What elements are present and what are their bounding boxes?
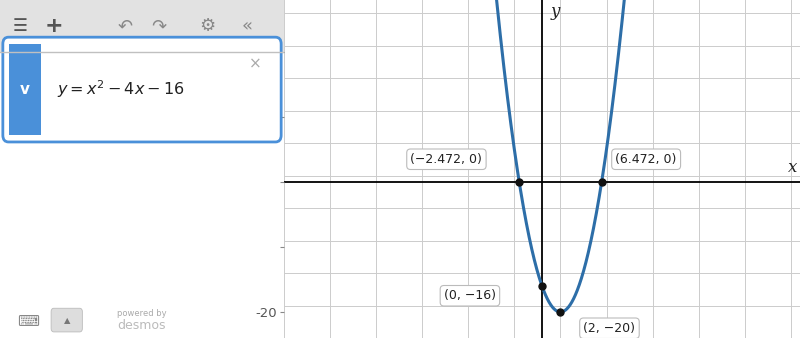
FancyBboxPatch shape bbox=[0, 0, 284, 52]
Text: ×: × bbox=[250, 57, 262, 72]
Text: ⌨: ⌨ bbox=[18, 314, 39, 329]
Text: ↷: ↷ bbox=[151, 17, 166, 35]
Text: y: y bbox=[550, 3, 560, 20]
Text: (6.472, 0): (6.472, 0) bbox=[615, 153, 677, 166]
Text: ↶: ↶ bbox=[118, 17, 133, 35]
Text: (2, −20): (2, −20) bbox=[583, 322, 635, 335]
Text: ⚙: ⚙ bbox=[199, 17, 215, 35]
Text: ▲: ▲ bbox=[63, 316, 70, 324]
Text: desmos: desmos bbox=[118, 319, 166, 332]
FancyBboxPatch shape bbox=[51, 308, 82, 332]
Text: «: « bbox=[242, 17, 253, 35]
Text: (−2.472, 0): (−2.472, 0) bbox=[410, 153, 482, 166]
Text: ☰: ☰ bbox=[13, 17, 27, 35]
Text: v: v bbox=[20, 82, 30, 97]
FancyBboxPatch shape bbox=[3, 37, 281, 142]
Text: x: x bbox=[788, 159, 798, 176]
Text: +: + bbox=[45, 16, 63, 36]
Text: (0, −16): (0, −16) bbox=[444, 289, 496, 302]
Text: $y = x^2 - 4x - 16$: $y = x^2 - 4x - 16$ bbox=[57, 79, 184, 100]
FancyBboxPatch shape bbox=[9, 44, 41, 135]
Text: powered by: powered by bbox=[117, 309, 167, 318]
